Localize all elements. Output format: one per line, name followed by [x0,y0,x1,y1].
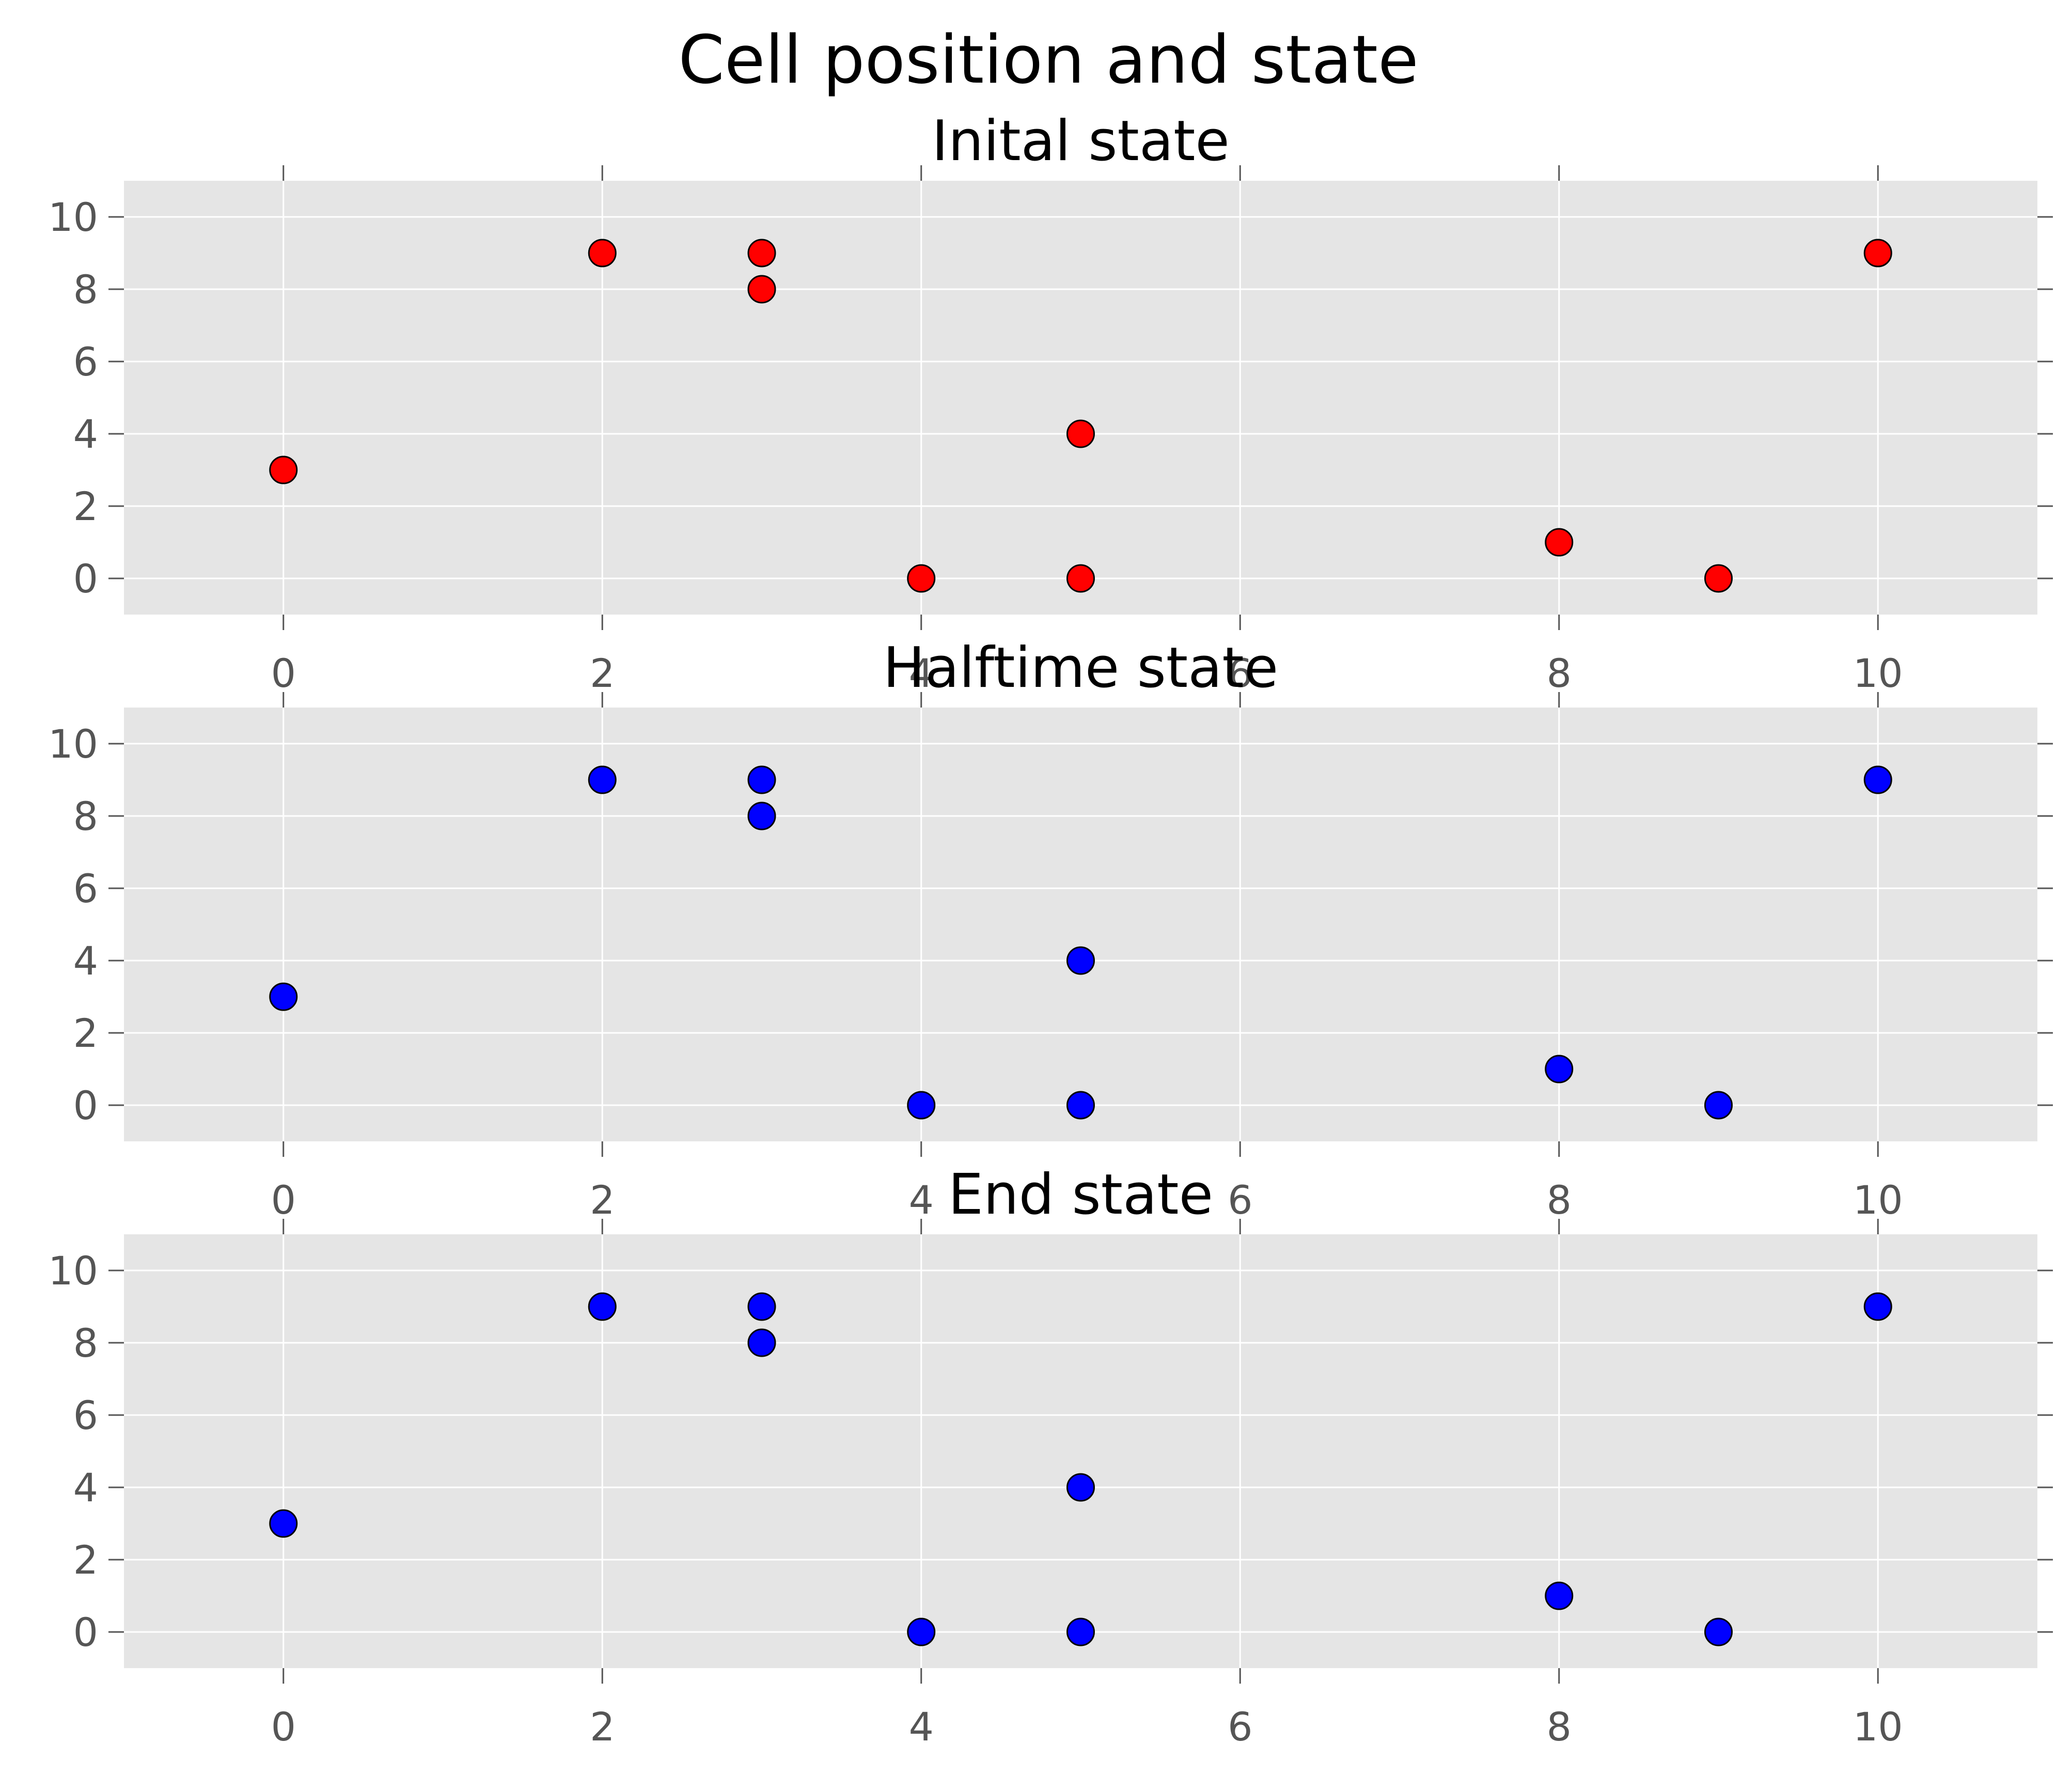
data-point [907,1618,936,1646]
y-tick-label: 10 [48,1248,98,1294]
data-point [1066,1618,1095,1646]
panel-title: Halftime state [883,636,1278,700]
panel-title: Inital state [932,109,1230,174]
y-tick-label: 10 [48,194,98,240]
data-point [269,982,298,1011]
y-tick-label: 6 [73,866,98,912]
plot-area [124,181,2037,615]
data-point [1704,564,1733,593]
x-tick-label: 4 [909,1177,934,1223]
y-tick-label: 0 [73,1609,98,1655]
y-tick-label: 6 [73,1392,98,1438]
data-point [1863,239,1892,268]
data-point [269,456,298,484]
data-point [588,1292,617,1321]
data-point [907,1091,936,1120]
x-tick-label: 10 [1853,1704,1903,1750]
x-tick-label: 10 [1853,650,1903,696]
data-point [1704,1618,1733,1646]
panel-1: 0 2 4 6 8 10 0 2 4 6 8 10 Inital state [48,109,2053,696]
data-point [1863,765,1892,794]
x-tick-label: 4 [909,1704,934,1750]
data-point [747,1292,776,1321]
data-point [1066,946,1095,975]
y-tick-label: 0 [73,556,98,602]
x-tick-label: 8 [1547,1704,1572,1750]
panel-2: 0 2 4 6 8 10 0 2 4 6 8 10 Halftime state [48,636,2053,1223]
x-tick-label: 6 [1228,1704,1252,1750]
data-point [588,239,617,268]
data-point [747,239,776,268]
data-point [907,564,936,593]
x-tick-label: 6 [1228,650,1252,696]
panel-3: 0 2 4 6 8 10 0 2 4 6 8 10 End state [48,1163,2053,1750]
y-tick-label: 10 [48,721,98,767]
y-tick-label: 8 [73,266,98,312]
x-tick-label: 2 [590,1704,615,1750]
x-tick-label: 4 [909,650,934,696]
y-tick-label: 4 [73,938,98,984]
data-point [1066,1091,1095,1120]
x-tick-label: 10 [1853,1177,1903,1223]
data-point [1545,528,1574,557]
y-tick-label: 8 [73,1320,98,1366]
y-tick-label: 8 [73,793,98,839]
x-tick-label: 0 [271,1704,296,1750]
data-point [1066,1473,1095,1502]
y-tick-label: 4 [73,411,98,457]
data-point [747,802,776,830]
x-tick-label: 0 [271,650,296,696]
panel-title: End state [948,1163,1213,1227]
data-point [1066,564,1095,593]
x-tick-label: 8 [1547,650,1572,696]
x-tick-label: 2 [590,650,615,696]
y-tick-label: 2 [73,1537,98,1583]
data-point [1704,1091,1733,1120]
x-tick-label: 0 [271,1177,296,1223]
plot-area [124,1234,2037,1668]
plot-area [124,708,2037,1141]
panels: 0 2 4 6 8 10 0 2 4 6 8 10 Inital state 0 2 4 6 8 10 0 2 4 6 8 10… [48,109,2053,1750]
data-point [269,1509,298,1538]
data-point [1863,1292,1892,1321]
data-point [747,1328,776,1357]
x-tick-label: 6 [1228,1177,1252,1223]
data-point [588,765,617,794]
y-tick-label: 4 [73,1465,98,1511]
y-tick-label: 2 [73,1010,98,1056]
y-tick-label: 0 [73,1082,98,1128]
x-tick-label: 8 [1547,1177,1572,1223]
data-point [747,275,776,304]
data-point [1545,1055,1574,1084]
data-point [1545,1581,1574,1610]
y-tick-label: 2 [73,483,98,529]
x-tick-label: 2 [590,1177,615,1223]
data-point [747,765,776,794]
y-tick-label: 6 [73,339,98,385]
data-point [1066,419,1095,448]
figure-title: Cell position and state [678,22,1418,99]
